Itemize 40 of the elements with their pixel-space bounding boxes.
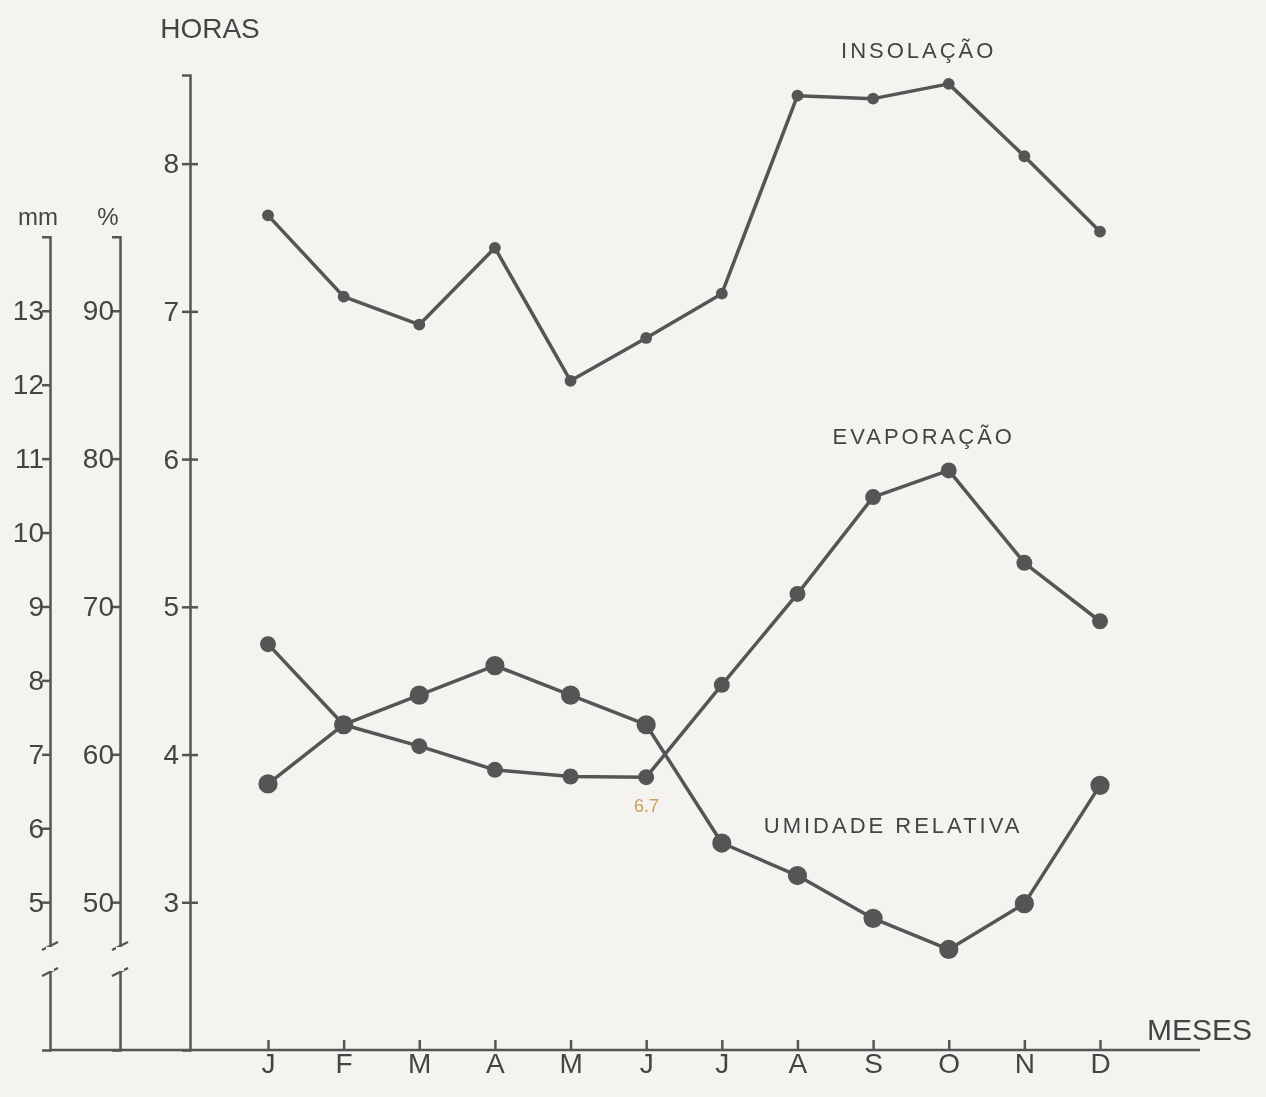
y2-axis-title: %	[97, 202, 119, 230]
y3-tick-label: 11	[14, 443, 44, 475]
y-tick-label: 8	[163, 148, 179, 180]
y3-tick-label: 9	[28, 590, 44, 622]
y2-tick-label: 70	[82, 590, 114, 622]
y3-tick-label: 13	[12, 295, 44, 327]
y-tick-label: 6	[163, 443, 179, 475]
x-tick-label: D	[1090, 1048, 1111, 1079]
y-axis-title: HORAS	[160, 13, 260, 44]
series-label: EVAPORAÇÃO	[832, 424, 1015, 450]
y-tick-label: 4	[163, 739, 179, 771]
y3-tick-label: 7	[28, 738, 44, 770]
x-tick-label: A	[486, 1048, 506, 1079]
series-label: UMIDADE RELATIVA	[763, 813, 1023, 839]
x-tick-label: J	[715, 1048, 730, 1079]
x-tick-label: O	[938, 1048, 961, 1079]
x-tick-label: N	[1014, 1048, 1035, 1079]
y3-tick-label: 5	[28, 886, 44, 918]
y3-tick-label: 10	[12, 517, 44, 548]
x-tick-label: A	[788, 1048, 808, 1079]
x-tick-label: J	[261, 1048, 276, 1079]
series-label: INSOLAÇÃO	[841, 37, 997, 63]
y3-tick-label: 6	[28, 812, 44, 844]
x-tick-label: M	[559, 1048, 583, 1079]
y-tick-label: 7	[163, 295, 179, 327]
x-tick-label: S	[864, 1048, 883, 1079]
x-tick-label: F	[335, 1048, 353, 1079]
x-axis-title: MESES	[1146, 1013, 1252, 1046]
x-tick-label: J	[639, 1048, 654, 1079]
y-tick-label: 3	[163, 886, 179, 918]
y3-tick-label: 8	[28, 664, 44, 696]
annotation: 6.7	[634, 796, 660, 816]
y3-tick-label: 12	[12, 369, 44, 401]
y2-tick-label: 50	[82, 886, 114, 918]
y2-tick-label: 90	[82, 295, 114, 327]
y3-axis-title: mm	[18, 202, 58, 230]
y-tick-label: 5	[163, 591, 179, 623]
y2-tick-label: 60	[82, 738, 114, 770]
y2-tick-label: 80	[82, 443, 114, 475]
x-tick-label: M	[408, 1048, 432, 1079]
